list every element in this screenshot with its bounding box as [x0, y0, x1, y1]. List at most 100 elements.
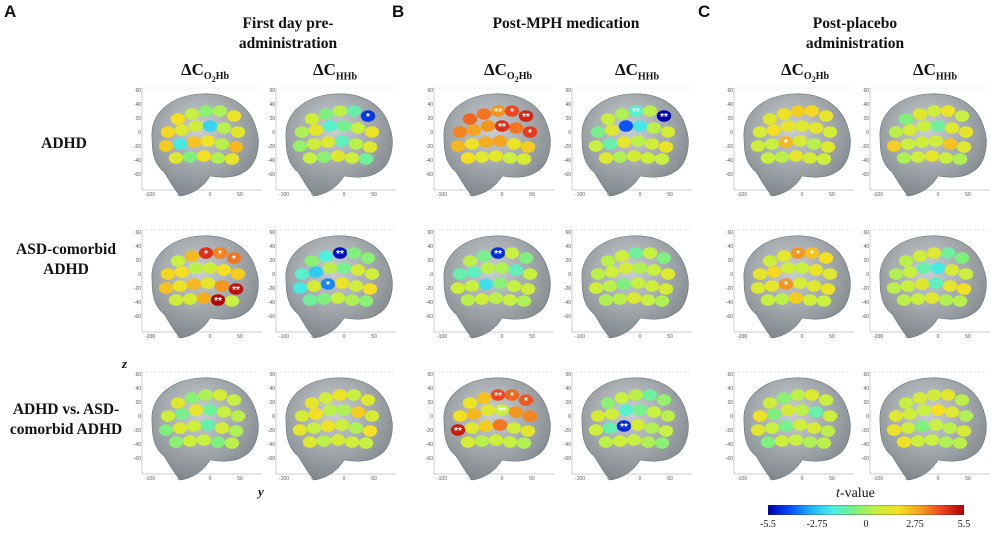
significance-marker: * — [366, 112, 370, 123]
channel-8 — [322, 262, 338, 274]
channel-13 — [464, 138, 480, 150]
z-tick-label: 60 — [135, 230, 141, 236]
channel-7 — [466, 266, 482, 278]
channel-21 — [938, 152, 954, 164]
channel-15 — [630, 277, 646, 289]
y-tick-label: 0 — [209, 192, 212, 198]
z-tick-label: 20 — [727, 400, 733, 406]
significance-marker: ** — [494, 249, 502, 260]
channel-5 — [818, 252, 834, 264]
z-tick-label: 60 — [135, 88, 141, 94]
channel-5 — [954, 252, 970, 264]
panel-title-c: Post-placebo administration — [805, 15, 905, 52]
channel-1 — [762, 397, 778, 409]
significance-marker: ** — [454, 426, 462, 437]
channel-10 — [646, 406, 662, 418]
channel-10 — [350, 122, 366, 134]
channel-7 — [766, 408, 782, 420]
channel-8 — [780, 404, 796, 416]
y-tick-label: 50 — [667, 192, 673, 198]
z-tick-label: -20 — [726, 286, 733, 292]
channel-4 — [504, 389, 520, 401]
z-tick-label: 40 — [565, 244, 571, 250]
channel-3 — [628, 105, 644, 117]
channel-1 — [304, 255, 320, 267]
channel-14 — [186, 278, 202, 290]
channel-2 — [476, 250, 492, 262]
z-tick-label: 20 — [269, 116, 275, 122]
channel-13 — [306, 280, 322, 292]
channel-2 — [476, 392, 492, 404]
channel-2 — [184, 250, 200, 262]
channel-21 — [344, 152, 360, 164]
channel-9 — [494, 404, 510, 416]
z-tick-label: 0 — [568, 414, 571, 420]
channel-18 — [460, 436, 476, 448]
channel-12 — [588, 282, 604, 294]
significance-marker: ** — [620, 422, 628, 433]
z-tick-label: 0 — [730, 130, 733, 136]
channel-16 — [214, 280, 230, 292]
channel-7 — [902, 408, 918, 420]
channel-16 — [214, 422, 230, 434]
z-tick-label: 0 — [730, 272, 733, 278]
y-tick-label: 0 — [343, 192, 346, 198]
channel-16 — [644, 138, 660, 150]
channel-12 — [158, 282, 174, 294]
channel-5 — [818, 110, 834, 122]
channel-1 — [898, 113, 914, 125]
y-tick-label: 0 — [937, 334, 940, 340]
channel-2 — [614, 250, 630, 262]
channel-12 — [886, 282, 902, 294]
y-tick-label: 0 — [639, 192, 642, 198]
channel-16 — [644, 422, 660, 434]
channel-21 — [502, 436, 518, 448]
z-tick-label: 60 — [565, 88, 571, 94]
channel-16 — [942, 422, 958, 434]
channel-17 — [228, 425, 244, 437]
z-tick-label: -40 — [862, 158, 869, 164]
z-tick-label: 0 — [430, 130, 433, 136]
channel-14 — [320, 278, 336, 290]
channel-14 — [914, 278, 930, 290]
z-tick-label: 0 — [430, 272, 433, 278]
channel-7 — [902, 266, 918, 278]
channel-14 — [186, 136, 202, 148]
channel-3 — [198, 247, 214, 259]
channel-9 — [494, 120, 510, 132]
channel-19 — [612, 151, 628, 163]
channel-8 — [480, 262, 496, 274]
channel-13 — [602, 138, 618, 150]
channel-13 — [900, 422, 916, 434]
channel-15 — [334, 277, 350, 289]
channel-19 — [612, 435, 628, 447]
z-tick-label: -40 — [862, 300, 869, 306]
z-tick-label: -40 — [726, 158, 733, 164]
col-header-o2hb-c: ΔCO2Hb — [780, 60, 830, 85]
y-tick-label: 50 — [965, 334, 971, 340]
channel-20 — [626, 150, 642, 162]
channel-22 — [358, 437, 374, 449]
y-tick-label: -100 — [145, 192, 155, 198]
z-tick-label: -40 — [564, 442, 571, 448]
channel-7 — [308, 266, 324, 278]
channel-11 — [822, 410, 838, 422]
channel-18 — [760, 152, 776, 164]
z-tick-label: -20 — [726, 144, 733, 150]
channel-15 — [200, 419, 216, 431]
channel-4 — [642, 105, 658, 117]
channel-6 — [752, 410, 768, 422]
z-tick-label: 0 — [866, 272, 869, 278]
channel-6 — [752, 268, 768, 280]
y-tick-label: 0 — [343, 476, 346, 482]
channel-8 — [188, 262, 204, 274]
channel-20 — [330, 150, 346, 162]
z-tick-label: 0 — [866, 414, 869, 420]
channel-15 — [928, 135, 944, 147]
channel-1 — [462, 397, 478, 409]
channel-15 — [792, 419, 808, 431]
channel-12 — [450, 424, 466, 436]
